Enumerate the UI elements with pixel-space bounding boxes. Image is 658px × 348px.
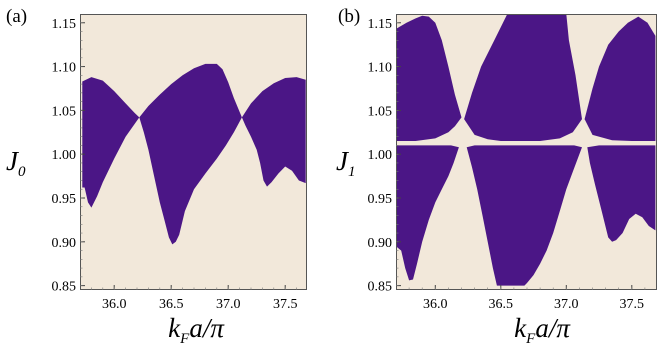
y-tick-label-a-5: 1.10	[52, 61, 77, 76]
x-tick-label-a-1: 36.5	[159, 297, 184, 312]
x-tick-label-a-2: 37.0	[216, 297, 241, 312]
regions-b	[396, 14, 656, 286]
y-tick-label-a-0: 0.85	[52, 280, 77, 295]
chart-panel-a: 0.85 0.90 0.95 1.00 1.05 1.10 1.15 36.0 36.5 37.0…	[6, 6, 307, 347]
panel-label-b: (b)	[338, 6, 360, 27]
x-tick-label-b-1: 36.5	[489, 297, 514, 312]
region-b-lower-right	[587, 145, 656, 242]
x-tick-label-b-3: 37.5	[620, 297, 645, 312]
plot-frame-b	[396, 14, 657, 290]
ticks-b: 0.85 0.90 0.95 1.00 1.05 1.10 1.15 36.0 36.5 37.0…	[368, 17, 646, 312]
region-a-region-3	[241, 77, 306, 187]
x-tick-label-a-0: 36.0	[102, 297, 127, 312]
y-tick-label-b-6: 1.15	[368, 17, 393, 32]
x-tick-label-b-2: 37.0	[554, 297, 579, 312]
y-tick-label-b-4: 1.05	[368, 104, 393, 119]
y-tick-label-b-1: 0.90	[368, 236, 393, 251]
y-tick-label-b-0: 0.85	[368, 280, 393, 295]
x-axis-label-a: kFa/π	[168, 313, 225, 347]
x-tick-label-a-3: 37.5	[273, 297, 298, 312]
y-tick-label-a-3: 1.00	[52, 148, 77, 163]
panel-label-a: (a)	[6, 6, 27, 27]
region-b-lower-middle	[466, 145, 582, 286]
y-tick-label-a-2: 0.95	[52, 192, 77, 207]
region-a-region-2	[139, 63, 242, 245]
y-axis-label-a: J0	[6, 146, 26, 180]
region-b-lower-left	[396, 145, 459, 281]
regions-a	[82, 63, 306, 245]
y-tick-label-a-4: 1.05	[52, 104, 77, 119]
y-tick-label-b-3: 1.00	[368, 148, 393, 163]
plot-frame-a	[80, 14, 307, 290]
y-tick-label-b-5: 1.10	[368, 61, 393, 76]
ticks-a: 0.85 0.90 0.95 1.00 1.05 1.10 1.15 36.0 36.5 37.0…	[52, 17, 298, 312]
region-b-upper-right	[584, 16, 656, 142]
x-tick-label-b-0: 36.0	[423, 297, 448, 312]
y-tick-label-a-6: 1.15	[52, 17, 77, 32]
y-tick-label-b-2: 0.95	[368, 192, 393, 207]
y-axis-label-b: J1	[336, 146, 355, 180]
region-b-upper-middle	[464, 14, 582, 141]
region-b-upper-left	[396, 15, 462, 141]
region-a-region-1	[82, 77, 140, 208]
chart-panel-b: 0.85 0.90 0.95 1.00 1.05 1.10 1.15 36.0 36.5 37.0…	[336, 6, 657, 347]
y-tick-label-a-1: 0.90	[52, 236, 77, 251]
x-axis-label-b: kFa/π	[514, 313, 571, 347]
